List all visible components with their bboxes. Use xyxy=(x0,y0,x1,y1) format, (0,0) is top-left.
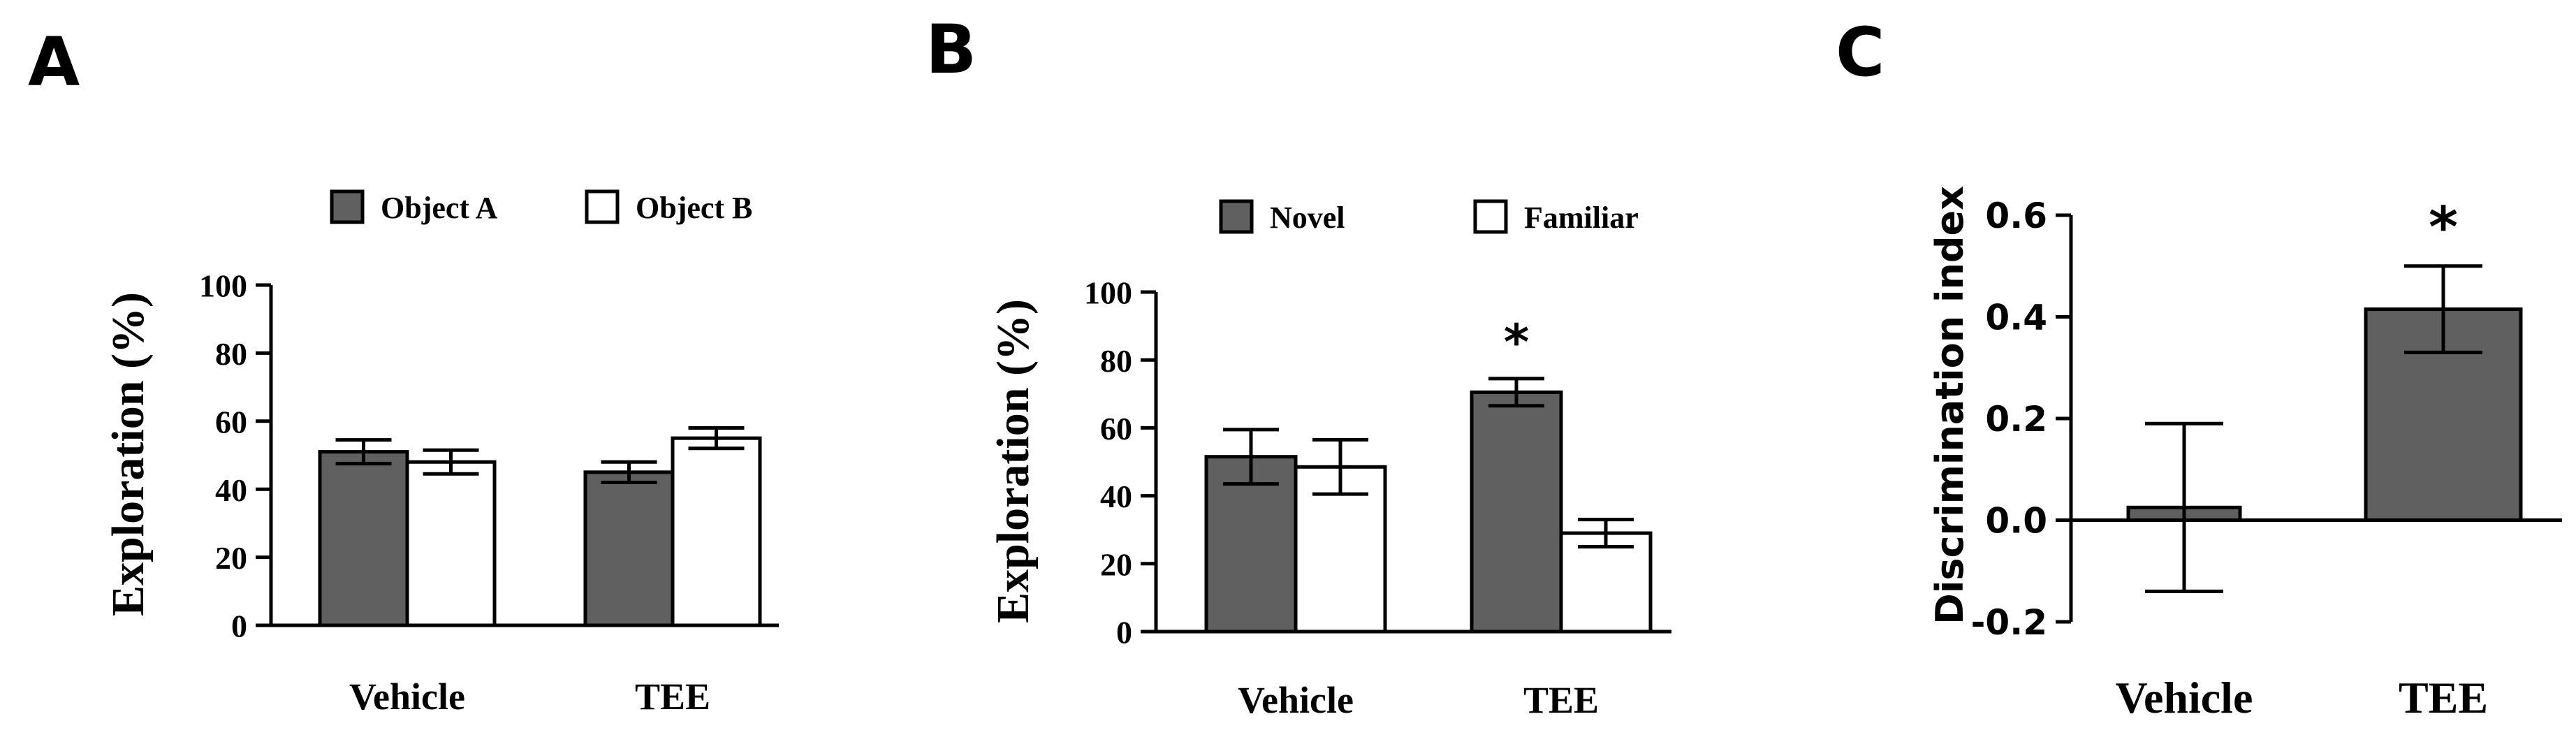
y-tick-label: 0 xyxy=(1116,615,1132,650)
y-tick-label: 40 xyxy=(1100,479,1132,514)
x-tick-label: Vehicle xyxy=(2116,673,2253,722)
bar-novel xyxy=(1204,455,1298,634)
error-bar xyxy=(1312,437,1368,496)
y-tick-label: 0.4 xyxy=(1985,298,2047,338)
legend-swatch xyxy=(1219,199,1254,234)
bar-object-b xyxy=(671,436,762,627)
error-bar xyxy=(2404,264,2482,354)
panel-letter: C xyxy=(1836,13,1885,92)
y-tick-label: 80 xyxy=(215,336,247,372)
legend-swatch xyxy=(585,189,620,224)
bar-novel xyxy=(1470,390,1563,634)
significance-marker: * xyxy=(1504,314,1530,371)
y-axis-label: Exploration (%) xyxy=(988,299,1039,623)
error-bar xyxy=(601,460,657,484)
legend-swatch xyxy=(1473,199,1508,234)
panel-a: A 0 20 40 60 80 100 Exploration (%) Vehicle TEE Ob… xyxy=(28,23,779,718)
y-tick-label: 0.2 xyxy=(1985,399,2047,439)
panel-letter: B xyxy=(925,10,976,89)
y-tick-label: -0.2 xyxy=(1971,602,2047,643)
legend-label: Familiar xyxy=(1524,201,1639,235)
y-tick-label: 60 xyxy=(215,404,247,439)
y-tick-label: 0 xyxy=(231,609,247,644)
legend-label: Object B xyxy=(636,191,752,225)
error-bar xyxy=(1578,518,1634,548)
legend-swatch xyxy=(330,189,365,224)
bar-object-a xyxy=(318,450,409,627)
y-tick-label: 20 xyxy=(1100,546,1132,582)
panel-letter: A xyxy=(28,23,80,101)
y-axis-label: Exploration (%) xyxy=(103,292,154,616)
legend-label: Novel xyxy=(1270,201,1345,235)
y-tick-label: 20 xyxy=(215,540,247,576)
legend-label: Object A xyxy=(381,191,498,225)
error-bar xyxy=(1488,377,1544,408)
error-bar xyxy=(2145,421,2223,593)
y-tick-label: 100 xyxy=(199,268,247,304)
y-tick-label: 0.0 xyxy=(1985,501,2047,541)
bar-object-b xyxy=(405,460,497,627)
y-tick-label: 40 xyxy=(215,472,247,508)
y-tick-label: 0.6 xyxy=(1985,196,2047,236)
error-bar xyxy=(423,448,479,476)
x-tick-label: Vehicle xyxy=(1238,679,1354,721)
bar-object-a xyxy=(583,470,675,627)
error-bar xyxy=(688,426,745,451)
error-bar xyxy=(335,438,392,466)
x-tick-label: Vehicle xyxy=(349,676,465,718)
y-axis-label: Discrimination index xyxy=(1928,186,1972,625)
y-tick-label: 100 xyxy=(1084,275,1132,311)
significance-marker: * xyxy=(2429,195,2458,260)
x-tick-label: TEE xyxy=(2399,673,2488,722)
y-tick-label: 60 xyxy=(1100,411,1132,446)
x-tick-label: TEE xyxy=(1523,679,1599,721)
x-tick-label: TEE xyxy=(635,676,710,718)
error-bar xyxy=(1223,428,1279,486)
panel-b: B 0 20 40 60 80 100 Exploration (%) Vehicle * TEE N… xyxy=(925,10,1671,721)
panel-c: C -0.2 0.0 0.2 0.4 0.6 Discrimination index Veh… xyxy=(1836,13,2562,722)
y-tick-label: 80 xyxy=(1100,343,1132,379)
